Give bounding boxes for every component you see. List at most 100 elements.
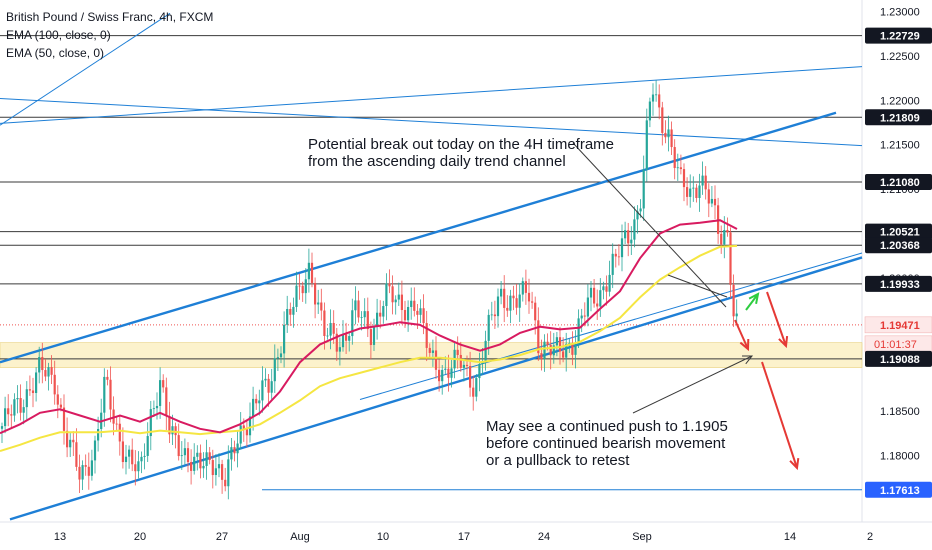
candle [630, 226, 633, 255]
candle-body [729, 232, 732, 285]
candle [589, 280, 593, 312]
price-label[interactable]: 1.20368 [865, 237, 932, 254]
bullish-arrow[interactable] [745, 292, 760, 311]
price-label[interactable]: 1.21080 [865, 173, 932, 190]
candle-body [252, 398, 255, 417]
candle [53, 360, 56, 405]
price-label[interactable]: 1.22729 [865, 27, 932, 44]
bearish-arrow-3[interactable] [761, 361, 800, 471]
candle [496, 288, 500, 328]
candle-body [357, 300, 360, 318]
candle-body [679, 167, 682, 170]
price-label[interactable]: 1.19933 [865, 275, 932, 292]
candle [168, 401, 171, 443]
candle [124, 444, 128, 475]
candle-body [676, 167, 679, 169]
price-label[interactable]: 1.17613 [865, 481, 932, 498]
candle-body [248, 416, 252, 436]
candle [456, 336, 459, 369]
ema-100-line [0, 244, 738, 452]
annotation-outlook: May see a continued push to 1.1905 befor… [486, 418, 728, 469]
candle [645, 108, 648, 182]
candle-body [565, 343, 568, 358]
candle-body [149, 409, 152, 437]
candle-body [645, 120, 648, 170]
annotation-pointer-breakout-b[interactable] [667, 274, 728, 298]
descending-trendline[interactable] [0, 98, 863, 147]
candle [549, 331, 552, 370]
candle [289, 302, 292, 326]
candle [562, 337, 565, 363]
candle-body [351, 310, 354, 337]
candle-body [506, 307, 509, 311]
candle-body [50, 367, 53, 375]
candle-body [698, 185, 701, 198]
channel-lower-trendline-thin[interactable] [359, 252, 863, 400]
candle [490, 301, 493, 321]
candle [159, 367, 162, 419]
candle [624, 221, 627, 244]
price-label-bg [865, 27, 932, 44]
candle [314, 277, 317, 319]
candle-body [369, 329, 372, 345]
candle [636, 205, 639, 234]
candle-body [131, 449, 134, 465]
candle [183, 438, 186, 465]
candle-body [658, 94, 661, 108]
candle-body [465, 364, 469, 367]
candle [732, 274, 735, 327]
candle-body [546, 341, 549, 345]
annotation-pointer-outlook[interactable] [632, 355, 754, 414]
channel-upper-trendline[interactable] [0, 111, 837, 364]
candle-body [444, 368, 447, 370]
candle [171, 414, 174, 446]
candle [555, 332, 558, 357]
price-label[interactable]: 1.19088 [865, 350, 932, 367]
candle-body [379, 312, 382, 317]
candle [360, 311, 363, 331]
candle [25, 381, 28, 420]
candle-body [472, 387, 475, 397]
candle-body [326, 335, 329, 337]
candle [221, 459, 224, 494]
candle [208, 447, 211, 465]
price-label-text: 1.19088 [880, 354, 920, 366]
price-label[interactable]: 1.19471 [864, 316, 932, 334]
candle-body [41, 357, 44, 371]
candle-body [196, 452, 199, 457]
candle-body [438, 369, 441, 382]
candle [518, 283, 521, 322]
candle-body [496, 296, 500, 317]
candle [16, 385, 19, 414]
annotation-pointer-breakout[interactable] [572, 142, 727, 308]
candle [10, 404, 13, 428]
candle-body [165, 387, 168, 417]
candle-body [146, 436, 149, 456]
candle-body [710, 198, 713, 204]
bearish-arrow-2[interactable] [766, 291, 789, 349]
candle-body [428, 347, 431, 353]
candle-body [630, 239, 633, 244]
candle [413, 287, 416, 317]
candle-body [4, 408, 7, 427]
price-label[interactable]: 1.21809 [865, 109, 932, 126]
candle [658, 84, 661, 120]
candle [320, 288, 323, 321]
annotation-pointer-breakout-b-shaft [667, 274, 728, 298]
candle [710, 185, 713, 208]
candle-body [707, 189, 710, 204]
ascending-top-trendline[interactable] [0, 66, 863, 124]
candle-body [462, 364, 465, 368]
candle-body [128, 449, 131, 457]
candle [186, 442, 190, 473]
candle [682, 163, 686, 202]
bearish-arrow-1[interactable] [734, 319, 750, 352]
candle [400, 280, 403, 325]
price-axis-background [862, 0, 932, 522]
steep-trendline[interactable] [0, 12, 171, 126]
price-label[interactable]: 1.20521 [865, 223, 932, 240]
candle-body [115, 423, 118, 425]
candle [639, 199, 642, 218]
candle-body [577, 318, 580, 345]
